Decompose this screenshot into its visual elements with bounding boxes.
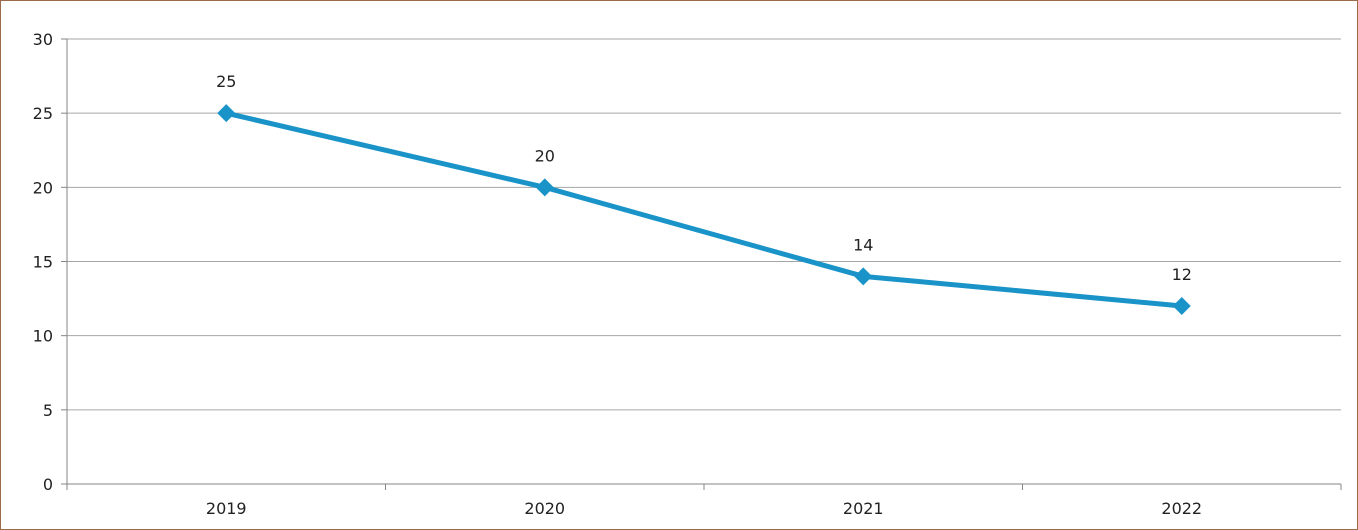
data-label-2022: 12 bbox=[1172, 265, 1192, 284]
y-tick-label-30: 30 bbox=[33, 30, 53, 49]
x-axis-tick-labels: 2019 2020 2021 2022 bbox=[206, 499, 1202, 518]
data-point-2020 bbox=[535, 178, 554, 197]
y-tick-label-25: 25 bbox=[33, 104, 53, 123]
data-point-2021 bbox=[854, 267, 873, 286]
y-tick-label-20: 20 bbox=[33, 178, 53, 197]
gridlines bbox=[67, 38, 1341, 411]
series-line bbox=[223, 110, 1185, 309]
data-labels: 25 20 14 12 bbox=[216, 72, 1192, 284]
y-tick-label-5: 5 bbox=[43, 401, 53, 420]
data-point-2019 bbox=[217, 104, 236, 123]
data-label-2020: 20 bbox=[535, 146, 555, 165]
y-tick-label-10: 10 bbox=[33, 327, 53, 346]
y-tick-label-0: 0 bbox=[43, 475, 53, 494]
x-tick-label-2021: 2021 bbox=[843, 499, 884, 518]
y-tick-label-15: 15 bbox=[33, 253, 53, 272]
axes bbox=[61, 38, 1342, 490]
data-point-2022 bbox=[1172, 297, 1191, 315]
series-layer bbox=[217, 104, 1191, 315]
x-tick-label-2019: 2019 bbox=[206, 499, 247, 518]
data-label-2021: 14 bbox=[853, 235, 873, 254]
y-axis-tick-labels: 0 5 10 15 20 25 30 bbox=[33, 30, 53, 494]
x-tick-label-2022: 2022 bbox=[1161, 499, 1202, 518]
x-tick-label-2020: 2020 bbox=[524, 499, 565, 518]
data-label-2019: 25 bbox=[216, 72, 236, 91]
